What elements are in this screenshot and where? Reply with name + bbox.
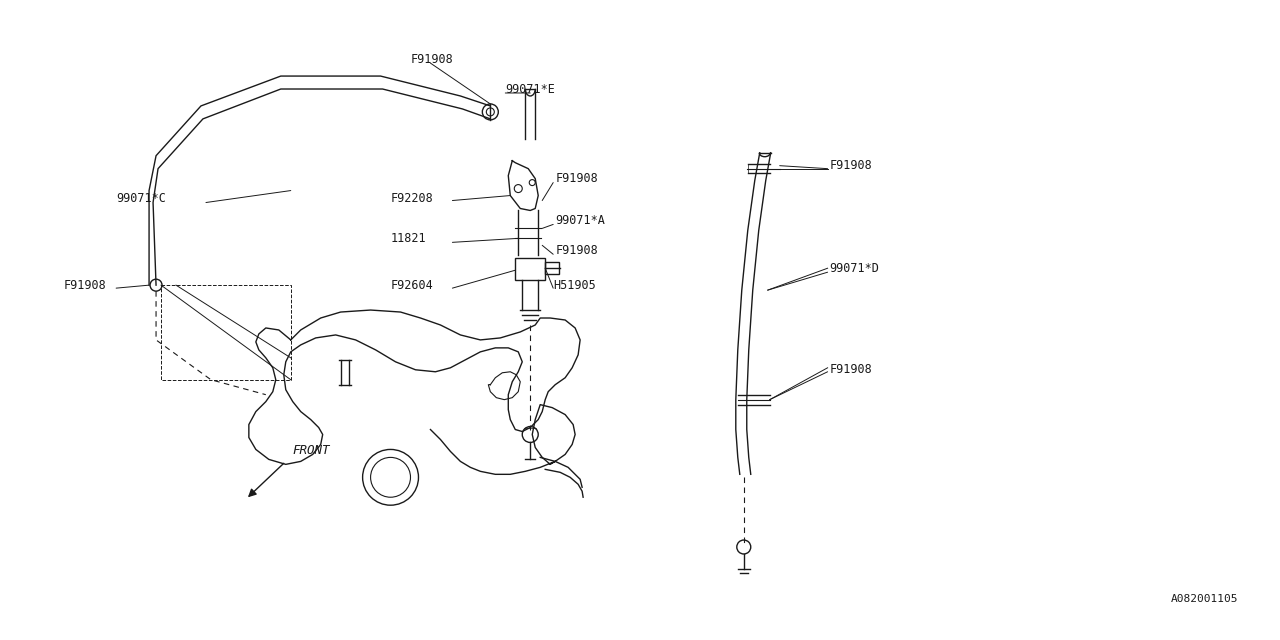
Text: A082001105: A082001105 (1171, 594, 1239, 604)
Text: 11821: 11821 (390, 232, 426, 245)
Bar (516, 259, 545, 280)
Text: F91908: F91908 (556, 172, 598, 185)
Text: FRONT: FRONT (293, 444, 330, 458)
Text: 99071*E: 99071*E (506, 83, 556, 95)
Bar (161, 285, 291, 380)
Text: F91908: F91908 (556, 244, 598, 257)
Text: F91908: F91908 (63, 278, 106, 292)
Text: H51905: H51905 (553, 278, 596, 292)
Text: F91908: F91908 (829, 159, 873, 172)
Text: F92604: F92604 (390, 278, 434, 292)
Text: 99071*D: 99071*D (829, 262, 879, 275)
Bar (545, 262, 559, 274)
Text: 99071*A: 99071*A (556, 214, 605, 227)
Text: F91908: F91908 (411, 52, 453, 66)
Text: F91908: F91908 (829, 364, 873, 376)
Text: F92208: F92208 (390, 192, 434, 205)
Text: 99071*C: 99071*C (116, 192, 166, 205)
